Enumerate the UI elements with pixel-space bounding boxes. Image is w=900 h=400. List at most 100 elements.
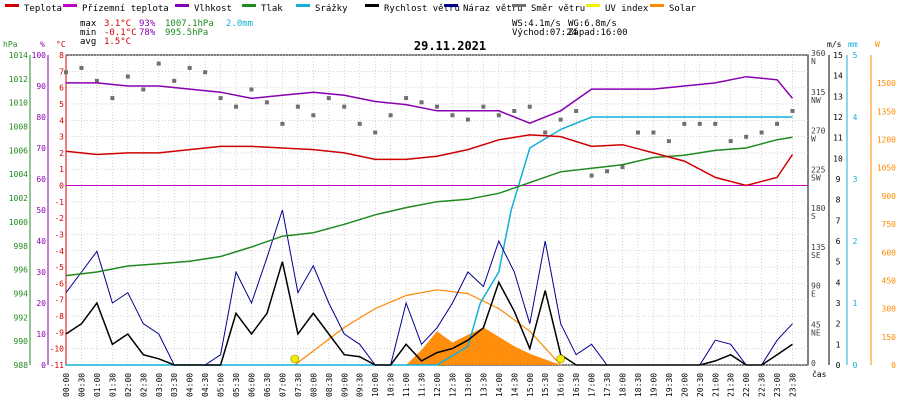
tick-celsius: -8 [54, 312, 64, 321]
tick-hpa: 988 [14, 361, 29, 370]
axes: hPa1014101210101008100610041002100099899… [3, 40, 896, 397]
tick-celsius: -9 [54, 328, 64, 337]
dir-point [295, 104, 300, 109]
sun-marker [290, 354, 300, 364]
dir-point [481, 104, 486, 109]
tick-time: 14:00 [495, 373, 504, 397]
tick-ms: 2 [836, 320, 841, 329]
tick-mm: 5 [853, 51, 858, 60]
stat-max-temp: 3.1°C [104, 19, 131, 29]
dir-point [635, 130, 640, 135]
tick-watt: 1200 [877, 136, 896, 145]
tick-celsius: -10 [50, 345, 65, 354]
tick-deg: 45 [811, 320, 821, 329]
stat-max-press: 1007.1hPa [165, 19, 214, 29]
tick-mm: 1 [853, 299, 858, 308]
tick-watt: 750 [882, 220, 897, 229]
tick-ms: 0 [836, 361, 841, 370]
dir-point [744, 134, 749, 139]
tick-time: 22:30 [758, 373, 767, 397]
tick-ms: 1 [836, 340, 841, 349]
tick-pct: 50 [36, 206, 46, 215]
dir-point [234, 104, 239, 109]
dir-point [326, 96, 331, 101]
axis-title-watt: W [875, 40, 880, 49]
tick-time: 01:30 [108, 373, 117, 397]
dir-point [125, 74, 130, 79]
tick-ms: 13 [833, 92, 843, 101]
tick-time: 18:00 [619, 373, 628, 397]
tick-time: 02:00 [124, 373, 133, 397]
tick-hpa: 1002 [9, 194, 28, 203]
tick-hpa: 992 [14, 313, 29, 322]
tick-hpa: 1014 [9, 51, 28, 60]
tick-celsius: -7 [54, 296, 64, 305]
tick-pct: 40 [36, 237, 46, 246]
axis-title-time: čas [812, 369, 827, 379]
stat-sunrise: Východ:07:24 [512, 28, 577, 38]
stat-sunset: Západ:16:00 [568, 28, 628, 38]
dir-point [543, 130, 548, 135]
tick-hpa: 990 [14, 337, 29, 346]
dir-point [450, 113, 455, 118]
tick-celsius: 2 [59, 149, 64, 158]
dir-point [79, 65, 84, 70]
tick-celsius: -4 [54, 247, 64, 256]
dir-point [496, 113, 501, 118]
tick-ms: 4 [836, 278, 841, 287]
tick-deg: 135 [811, 243, 826, 252]
tick-mm: 0 [853, 361, 858, 370]
tick-time: 14:30 [510, 373, 519, 397]
legend-label-press: Tlak [261, 4, 283, 14]
tick-celsius: 0 [59, 182, 64, 191]
tick-card: NW [811, 96, 821, 105]
tick-time: 18:30 [634, 373, 643, 397]
sun-marker [556, 354, 565, 364]
stat-min-temp: -0.1°C [104, 28, 137, 38]
stat-max-rain: 2.0mm [226, 19, 253, 29]
tick-time: 17:00 [588, 373, 597, 397]
tick-time: 10:00 [371, 373, 380, 397]
dir-point [666, 139, 671, 144]
tick-time: 09:00 [340, 373, 349, 397]
dir-point [697, 121, 702, 126]
dir-point [527, 104, 532, 109]
tick-mm: 4 [853, 113, 858, 122]
tick-deg: 360 [811, 49, 826, 58]
tick-deg: 315 [811, 88, 826, 97]
tick-time: 16:00 [557, 373, 566, 397]
tick-card: S [811, 212, 816, 221]
tick-pct: 80 [36, 113, 46, 122]
dir-point [94, 78, 99, 83]
tick-time: 09:30 [356, 373, 365, 397]
temp-line [65, 134, 794, 187]
legend-swatch-press [242, 4, 256, 7]
dir-point [388, 113, 393, 118]
tick-time: 06:00 [248, 373, 257, 397]
tick-time: 17:30 [603, 373, 612, 397]
tick-card: E [811, 290, 816, 299]
tick-card: W [811, 135, 816, 144]
tick-time: 07:00 [278, 373, 287, 397]
tick-time: 03:00 [155, 373, 164, 397]
legend-label-wind: Rychlost větru [384, 4, 460, 14]
tick-time: 13:00 [464, 373, 473, 397]
tick-ms: 7 [836, 216, 841, 225]
solar-area [406, 327, 561, 365]
tick-pct: 90 [36, 82, 46, 91]
legend-swatch-gust [444, 4, 458, 7]
axis-title-hpa: hPa [3, 40, 18, 49]
tick-time: 00:30 [77, 373, 86, 397]
tick-time: 23:00 [773, 373, 782, 397]
grid [65, 54, 809, 366]
legend-swatch-rain [296, 4, 310, 7]
dir-point [651, 130, 656, 135]
tick-hpa: 994 [14, 289, 29, 298]
dir-point [759, 130, 764, 135]
tick-card: SE [811, 251, 821, 260]
tick-celsius: -11 [50, 361, 65, 370]
tick-time: 08:30 [325, 373, 334, 397]
dir-point [775, 121, 780, 126]
stat-avg-label: avg [80, 37, 96, 47]
tick-time: 12:30 [448, 373, 457, 397]
